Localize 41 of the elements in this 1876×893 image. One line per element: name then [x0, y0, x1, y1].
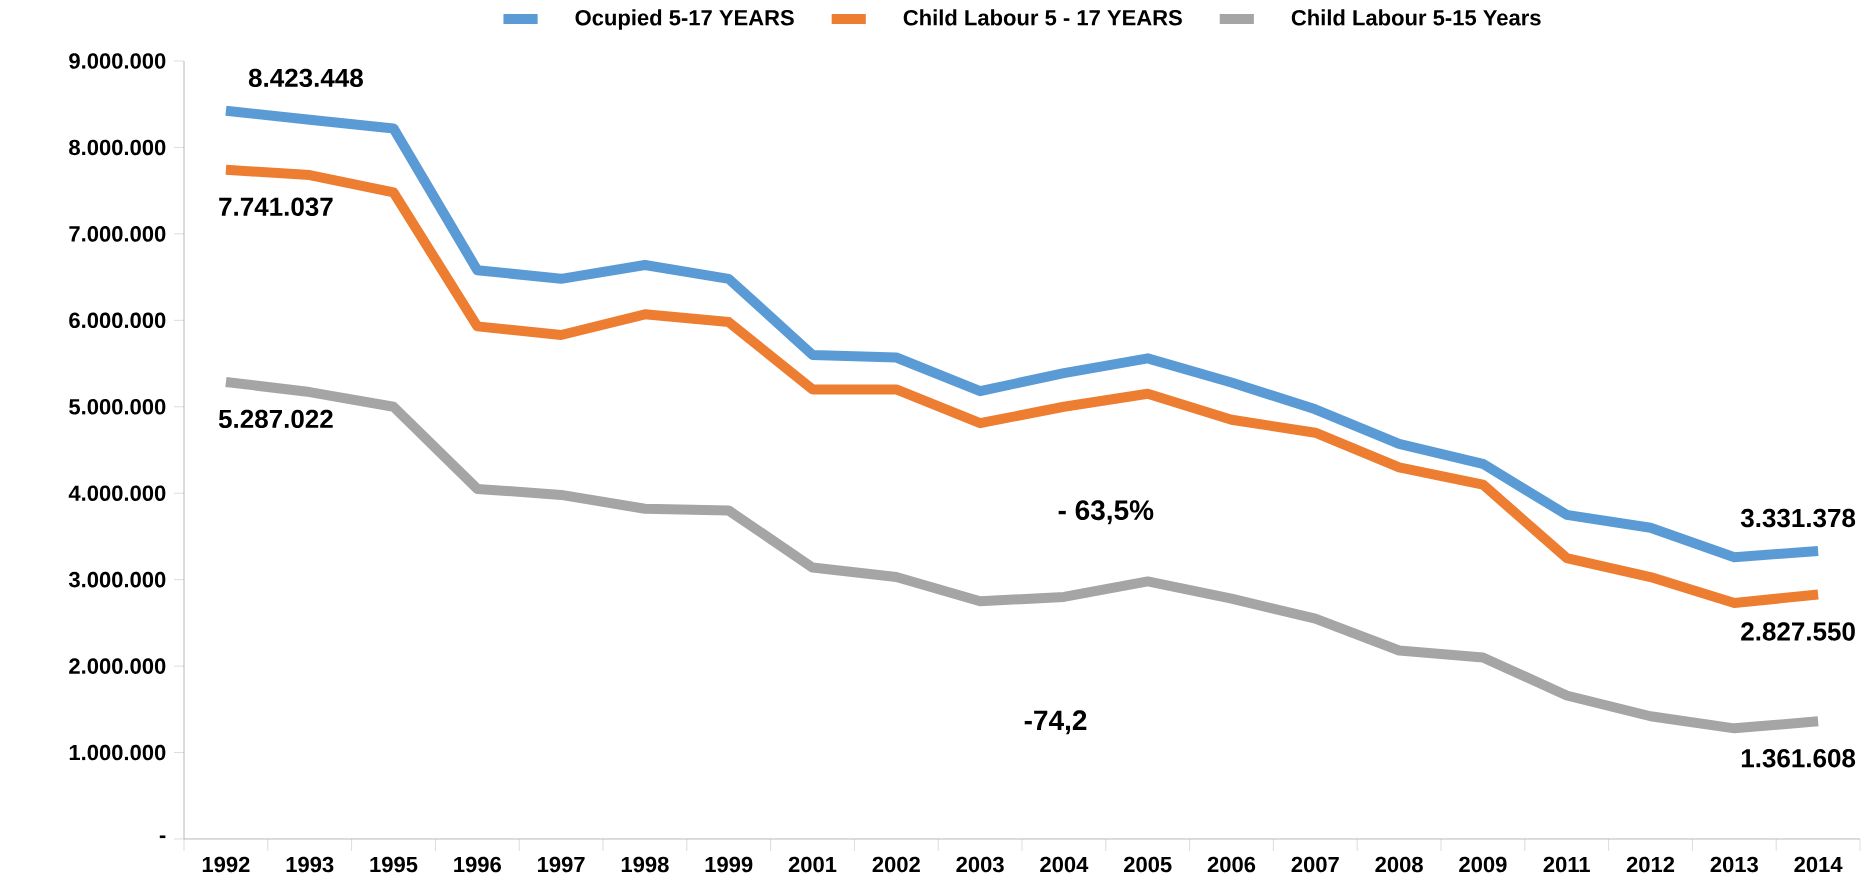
annotation: 2.827.550	[1741, 622, 1855, 641]
x-tick-label: 1998	[621, 856, 669, 873]
x-tick-label: 1997	[538, 856, 585, 873]
x-tick-label: 1992	[202, 856, 250, 873]
x-tick-label: 2006	[1207, 856, 1256, 873]
x-tick-label: 2011	[1543, 856, 1590, 873]
y-tick-label: 3.000.000	[68, 571, 166, 588]
x-tick-label: 2009	[1459, 856, 1507, 873]
annotation: 7.741.037	[219, 197, 333, 216]
annotation: 8.423.448	[248, 68, 363, 88]
x-tick-label: 2002	[872, 856, 920, 873]
x-tick-label: 2014	[1794, 856, 1843, 873]
x-tick-label: 1993	[286, 856, 334, 873]
annotation: 1.361.608	[1741, 749, 1856, 768]
y-tick-label: 9.000.000	[69, 53, 166, 69]
legend-label: Child Labour 5 - 17 YEARS	[903, 9, 1182, 26]
annotation: 5.287.022	[218, 409, 333, 429]
x-tick-label: 2007	[1291, 856, 1339, 873]
x-tick-label: 2012	[1626, 856, 1675, 873]
annotation: -74,2	[1024, 710, 1087, 735]
legend-label: Child Labour 5-15 Years	[1291, 9, 1541, 26]
x-tick-label: 1996	[454, 856, 501, 873]
x-tick-label: 1999	[705, 856, 753, 873]
annotation: 3.331.378	[1740, 508, 1856, 528]
y-tick-label: 1.000.000	[69, 744, 166, 761]
x-tick-label: 2004	[1040, 856, 1089, 873]
y-tick-label: 4.000.000	[68, 485, 166, 501]
y-tick-label: -	[159, 835, 166, 839]
y-tick-label: 6.000.000	[69, 312, 166, 329]
x-tick-label: 2003	[956, 856, 1004, 873]
y-tick-label: 5.000.000	[69, 399, 166, 415]
legend-label: Ocupied 5-17 YEARS	[575, 9, 794, 30]
y-tick-label: 8.000.000	[69, 139, 166, 156]
x-tick-label: 2013	[1710, 856, 1758, 873]
y-tick-label: 2.000.000	[69, 658, 166, 674]
x-tick-label: 2001	[788, 856, 837, 873]
x-tick-label: 2005	[1123, 856, 1172, 873]
x-tick-label: 1995	[370, 856, 418, 873]
x-tick-label: 2008	[1375, 856, 1423, 873]
y-tick-label: 7.000.000	[69, 226, 166, 242]
annotation: - 63,5%	[1058, 500, 1154, 525]
